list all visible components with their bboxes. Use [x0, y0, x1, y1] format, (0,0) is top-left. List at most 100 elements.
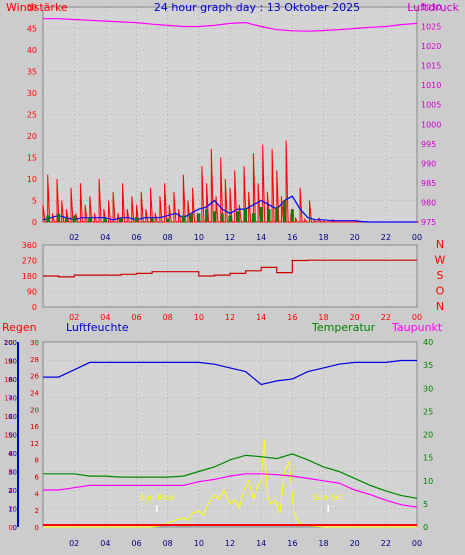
tick-compass: N [436, 300, 444, 313]
tick-hour: 02 [69, 233, 79, 242]
bar-wind-green [259, 206, 263, 222]
tick-wind: 10 [27, 175, 37, 184]
bar-wind-green [150, 217, 154, 222]
tick-humidity: 20 [8, 487, 17, 495]
tick-pressure: 1025 [421, 23, 441, 32]
tick-hour: 02 [69, 313, 79, 322]
tick-compass: O [436, 285, 445, 298]
tick-rain: 16 [4, 376, 13, 384]
tick-compass: N [436, 238, 444, 251]
tick-hour: 00 [412, 313, 422, 322]
series-dewpoint [43, 473, 418, 508]
label-taupunkt: Taupunkt [391, 321, 443, 334]
tick-rain: 14 [4, 395, 13, 403]
tick-temp-right: 10 [423, 477, 433, 486]
tick-wind: 20 [27, 132, 37, 141]
tick-hour: 16 [287, 233, 297, 242]
label-sunrise: Sun Rise [139, 493, 174, 502]
tick-temp-right: 30 [423, 384, 433, 393]
tick-hour: 22 [381, 313, 391, 322]
bar-wind-green [244, 209, 248, 222]
tick-temp-right: 20 [423, 431, 433, 440]
tick-direction: 0 [32, 303, 37, 312]
bar-wind-green [251, 213, 255, 222]
tick-humidity: 90 [8, 358, 17, 366]
tick-wind: 45 [27, 25, 37, 34]
label-luftdruck: Luftdruck [407, 1, 459, 14]
tick-rain: 4 [9, 487, 14, 495]
tick-temp-left: 0 [35, 524, 39, 532]
bar-wind-green [290, 209, 294, 222]
tick-hour: 18 [318, 313, 328, 322]
tick-direction: 180 [22, 272, 37, 281]
tick-compass: S [437, 269, 444, 282]
tick-hour: 10 [194, 539, 204, 548]
bar-wind-green [64, 217, 68, 222]
tick-hour: 12 [225, 313, 235, 322]
bar-wind-green [228, 215, 232, 222]
series-temperature [43, 453, 418, 499]
bar-wind-green [181, 215, 185, 222]
tick-wind: 40 [27, 46, 37, 55]
tick-humidity: 60 [8, 413, 17, 421]
tick-rain: 12 [4, 413, 13, 421]
tick-hour: 06 [131, 233, 141, 242]
tick-temp-left: 12 [30, 440, 39, 448]
tick-temp-right: 35 [423, 361, 433, 370]
tick-hour: 06 [131, 539, 141, 548]
bar-wind-green [166, 218, 170, 222]
tick-rain: 0 [9, 524, 13, 532]
bar-wind-green [197, 213, 201, 222]
label-regen: Regen [2, 321, 37, 334]
bar-wind-green [189, 213, 193, 222]
tick-pressure: 995 [421, 140, 436, 149]
tick-rain: 2 [9, 506, 13, 514]
tick-temp-left: 4 [35, 490, 40, 498]
tick-direction: 90 [27, 288, 37, 297]
grid-weather [43, 342, 417, 527]
series-pressure [43, 18, 418, 32]
tick-temp-right: 40 [423, 338, 433, 347]
tick-wind: 50 [27, 3, 37, 12]
tick-humidity: 30 [8, 469, 17, 477]
tick-pressure: 1030 [421, 3, 441, 12]
tick-wind: 35 [27, 68, 37, 77]
tick-hour: 12 [225, 539, 235, 548]
tick-humidity: 40 [8, 450, 17, 458]
tick-pressure: 975 [421, 218, 436, 227]
tick-pressure: 980 [421, 198, 436, 207]
tick-direction: 270 [22, 257, 37, 266]
tick-pressure: 1005 [421, 101, 441, 110]
tick-hour: 10 [194, 313, 204, 322]
tick-hour: 12 [225, 233, 235, 242]
tick-hour: 08 [163, 313, 173, 322]
tick-hour: 04 [100, 539, 110, 548]
bar-wind-green [212, 211, 216, 222]
tick-hour: 10 [194, 233, 204, 242]
tick-rain: 8 [9, 450, 13, 458]
tick-pressure: 990 [421, 159, 436, 168]
tick-humidity: 100 [4, 339, 17, 347]
tick-hour: 08 [163, 233, 173, 242]
series-solar [43, 439, 417, 528]
tick-rain: 6 [9, 469, 14, 477]
plot-area-wind [42, 6, 418, 223]
tick-pressure: 1015 [421, 62, 441, 71]
tick-humidity: 0 [13, 524, 17, 532]
tick-hour: 06 [131, 313, 141, 322]
tick-humidity: 80 [8, 376, 17, 384]
tick-temp-right: 15 [423, 454, 433, 463]
tick-temp-left: 8 [35, 457, 39, 465]
tick-pressure: 985 [421, 179, 436, 188]
tick-hour: 20 [350, 233, 360, 242]
tick-humidity: 10 [8, 506, 17, 514]
tick-humidity: 50 [8, 432, 17, 440]
tick-hour: 20 [350, 313, 360, 322]
tick-temp-left: 26 [30, 373, 39, 381]
tick-direction: 360 [22, 241, 37, 250]
label-temperatur: Temperatur [311, 321, 376, 334]
bar-wind-green [236, 211, 240, 222]
bar-wind-green [103, 218, 107, 222]
tick-temp-left: 16 [30, 423, 39, 431]
tick-wind: 0 [32, 218, 37, 227]
